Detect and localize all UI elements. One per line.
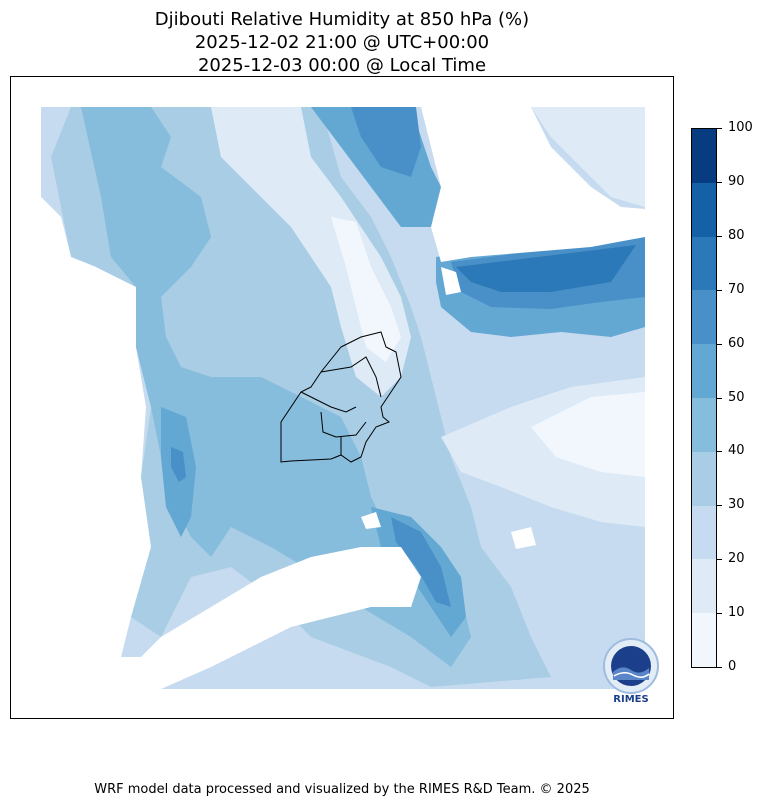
colorbar-tick: [717, 343, 722, 345]
rimes-emblem-icon: [603, 638, 659, 694]
chart-title: Djibouti Relative Humidity at 850 hPa (%…: [0, 8, 684, 77]
colorbar-segment: [692, 613, 716, 667]
colorbar-tick-label: 0: [728, 659, 737, 674]
colorbar-tick-label: 70: [728, 281, 745, 297]
humidity-band-60-70-north: [351, 107, 421, 177]
region-boundary-2: [300, 391, 357, 413]
colorbar-tick: [717, 235, 722, 237]
humidity-band-0-10-corridor: [331, 217, 401, 362]
colorbar-segment: [692, 236, 716, 291]
missing-data-hole-2: [511, 527, 536, 549]
colorbar-tick: [717, 667, 722, 668]
colorbar-tick-label: 50: [728, 389, 745, 405]
colorbar-tick: [717, 613, 722, 615]
colorbar-tick-label: 90: [728, 173, 745, 189]
country-outline: [280, 331, 402, 463]
rimes-logo-text: RIMES: [613, 694, 649, 705]
colorbar-tick-label: 10: [728, 605, 745, 621]
djibouti-boundaries: [280, 331, 402, 463]
colorbar-tick: [717, 505, 722, 507]
humidity-band-0-10-southeast: [531, 392, 645, 477]
humidity-contour-map: [41, 107, 645, 689]
missing-data-west: [41, 197, 96, 327]
colorbar-tick: [717, 397, 722, 399]
colorbar-tick: [717, 451, 722, 453]
missing-data-north-east: [421, 107, 645, 262]
humidity-band-60-70-west: [171, 447, 186, 482]
humidity-band-70-80-east: [456, 245, 636, 292]
title-line-local-time: 2025-12-03 00:00 @ Local Time: [197, 55, 487, 76]
humidity-band-10-20-east: [531, 107, 645, 207]
colorbar-segment: [692, 559, 716, 614]
colorbar-segment: [692, 290, 716, 345]
colorbar-tick: [717, 181, 722, 183]
colorbar-tick: [717, 559, 722, 561]
footer-credit: WRF model data processed and visualized …: [94, 782, 590, 797]
title-line-utc-time: 2025-12-02 21:00 @ UTC+00:00: [194, 32, 490, 53]
colorbar-segment: [692, 129, 716, 183]
missing-data-hole-3: [441, 267, 461, 295]
colorbar-tick: [717, 289, 722, 291]
rimes-logo: RIMES: [600, 636, 662, 706]
colorbar-tick: [717, 128, 722, 129]
colorbar-segment: [692, 182, 716, 237]
colorbar-tick-label: 60: [728, 335, 745, 351]
map-panel: [10, 76, 674, 719]
colorbar-tick-label: 100: [728, 120, 753, 135]
region-boundary-3: [320, 411, 367, 438]
colorbar-tick-label: 80: [728, 227, 745, 243]
humidity-band-50-60-south: [371, 507, 466, 637]
missing-data-south: [121, 547, 421, 689]
humidity-band-60-70-south: [391, 517, 451, 607]
colorbar-tick-label: 20: [728, 551, 745, 567]
missing-data-hole-1: [361, 512, 381, 529]
colorbar-segment: [692, 451, 716, 506]
title-line-variable: Djibouti Relative Humidity at 850 hPa (%…: [154, 9, 530, 30]
colorbar-tick-label: 30: [728, 497, 745, 513]
colorbar-tick-label: 40: [728, 443, 745, 459]
colorbar-segment: [692, 505, 716, 560]
region-boundary-1: [320, 356, 382, 398]
colorbar-segment: [692, 344, 716, 398]
colorbar-scale: [691, 128, 717, 668]
colorbar-segment: [692, 398, 716, 452]
